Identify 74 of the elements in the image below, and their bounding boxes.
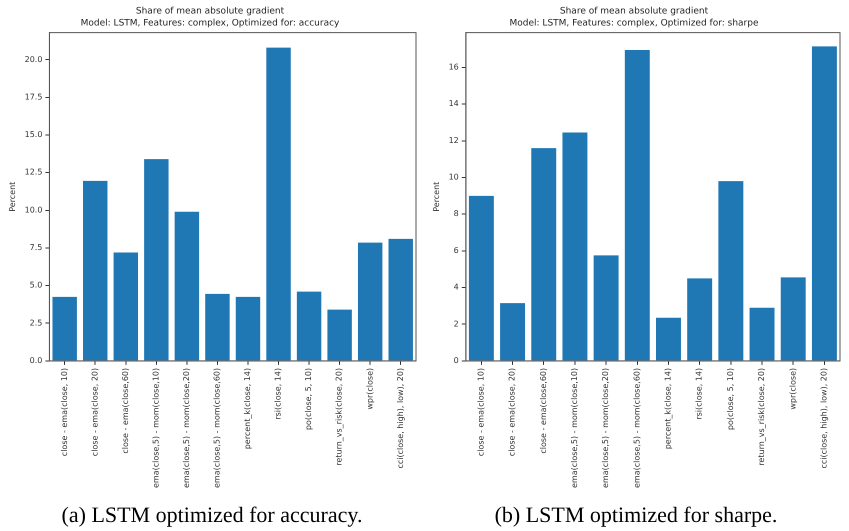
y-axis-title: Percent	[8, 182, 17, 212]
bar	[296, 292, 322, 360]
x-tick-label: po(close, 5, 10)	[726, 368, 735, 430]
x-tick-label: cci(close, high), low), 20)	[396, 368, 405, 469]
text: (a) LSTM optimized for accuracy.	[62, 502, 362, 527]
x-tick-label: ema(close,5) - mom(close,60)	[212, 368, 222, 488]
x-tick-label: close - ema(close,60)	[538, 368, 548, 454]
x-tick-label: percent_k(close, 14)	[243, 368, 252, 450]
bar	[594, 255, 619, 360]
x-tick-label: ema(close,5) - mom(close,10)	[151, 368, 160, 488]
y-tick-label: 12	[448, 136, 459, 145]
bar	[624, 50, 650, 360]
chart-subtitle: Model: LSTM, Features: complex, Optimized for: accuracy	[80, 18, 340, 29]
chart-subtitle: Model: LSTM, Features: complex, Optimized for: sharpe	[510, 18, 759, 29]
x-tick-label: wpr(close)	[788, 368, 798, 410]
x-tick-label: ema(close,5) - mom(close,60)	[632, 368, 642, 488]
bar	[500, 303, 526, 360]
chart-title: Share of mean absolute gradient	[560, 6, 709, 17]
x-tick-label: close - ema(close,60)	[120, 368, 130, 454]
bar	[327, 310, 352, 360]
y-tick-label: 0.0	[30, 356, 42, 365]
y-tick-label: 16	[448, 62, 459, 72]
y-tick-label: 20.0	[24, 54, 42, 64]
bar	[388, 238, 413, 360]
x-tick-label: rsi(close, 14)	[274, 368, 283, 420]
bar	[52, 296, 77, 360]
bar	[236, 296, 260, 360]
bar	[468, 196, 494, 360]
y-tick-label: 4	[454, 282, 459, 292]
bar	[718, 181, 744, 360]
y-tick-label: 7.5	[30, 243, 42, 252]
y-tick-label: 15.0	[24, 130, 42, 140]
bar	[812, 46, 837, 360]
y-tick-label: 10	[448, 172, 459, 182]
bar	[144, 159, 169, 360]
x-tick-label: return_vs_risk(close, 20)	[757, 368, 766, 466]
x-tick-label: close - ema(close, 20)	[508, 368, 517, 456]
y-axis-title: Percent	[432, 182, 441, 212]
y-tick-label: 14	[448, 99, 459, 108]
bar	[266, 48, 291, 360]
x-tick-label: cci(close, high), low), 20)	[819, 368, 828, 469]
y-tick-label: 12.5	[24, 168, 42, 177]
y-tick-label: 10.0	[24, 205, 42, 214]
bar	[780, 277, 806, 360]
y-tick-label: 17.5	[24, 92, 42, 102]
bar	[205, 294, 230, 360]
bar	[750, 308, 775, 360]
x-tick-label: return_vs_risk(close, 20)	[334, 368, 344, 466]
bar	[562, 132, 588, 360]
y-tick-label: 8	[454, 209, 459, 218]
bar	[531, 148, 556, 360]
bar	[83, 180, 108, 360]
x-tick-label: ema(close,5) - mom(close,20)	[182, 368, 191, 488]
x-tick-label: wpr(close)	[365, 368, 374, 410]
x-tick-label: close - ema(close, 10)	[60, 368, 69, 456]
y-tick-label: 0	[454, 356, 459, 365]
chart-title: Share of mean absolute gradient	[136, 6, 285, 17]
x-tick-label: ema(close,5) - mom(close,20)	[601, 368, 610, 488]
y-tick-label: 6	[454, 246, 459, 255]
x-tick-label: rsi(close, 14)	[694, 368, 704, 420]
x-tick-label: po(close, 5, 10)	[304, 368, 314, 430]
text: (b) LSTM optimized for sharpe.	[494, 502, 778, 527]
x-tick-label: ema(close,5) - mom(close,10)	[570, 368, 580, 488]
x-tick-label: percent_k(close, 14)	[664, 368, 673, 450]
y-tick-label: 2.5	[30, 318, 42, 328]
bar	[687, 278, 712, 360]
y-tick-label: 5.0	[30, 280, 42, 290]
bar	[358, 242, 382, 360]
bar	[174, 212, 200, 360]
bar	[114, 252, 138, 360]
bar	[656, 318, 681, 360]
x-tick-label: close - ema(close, 20)	[90, 368, 100, 456]
x-tick-label: close - ema(close, 10)	[476, 368, 486, 456]
y-tick-label: 2	[454, 319, 459, 328]
